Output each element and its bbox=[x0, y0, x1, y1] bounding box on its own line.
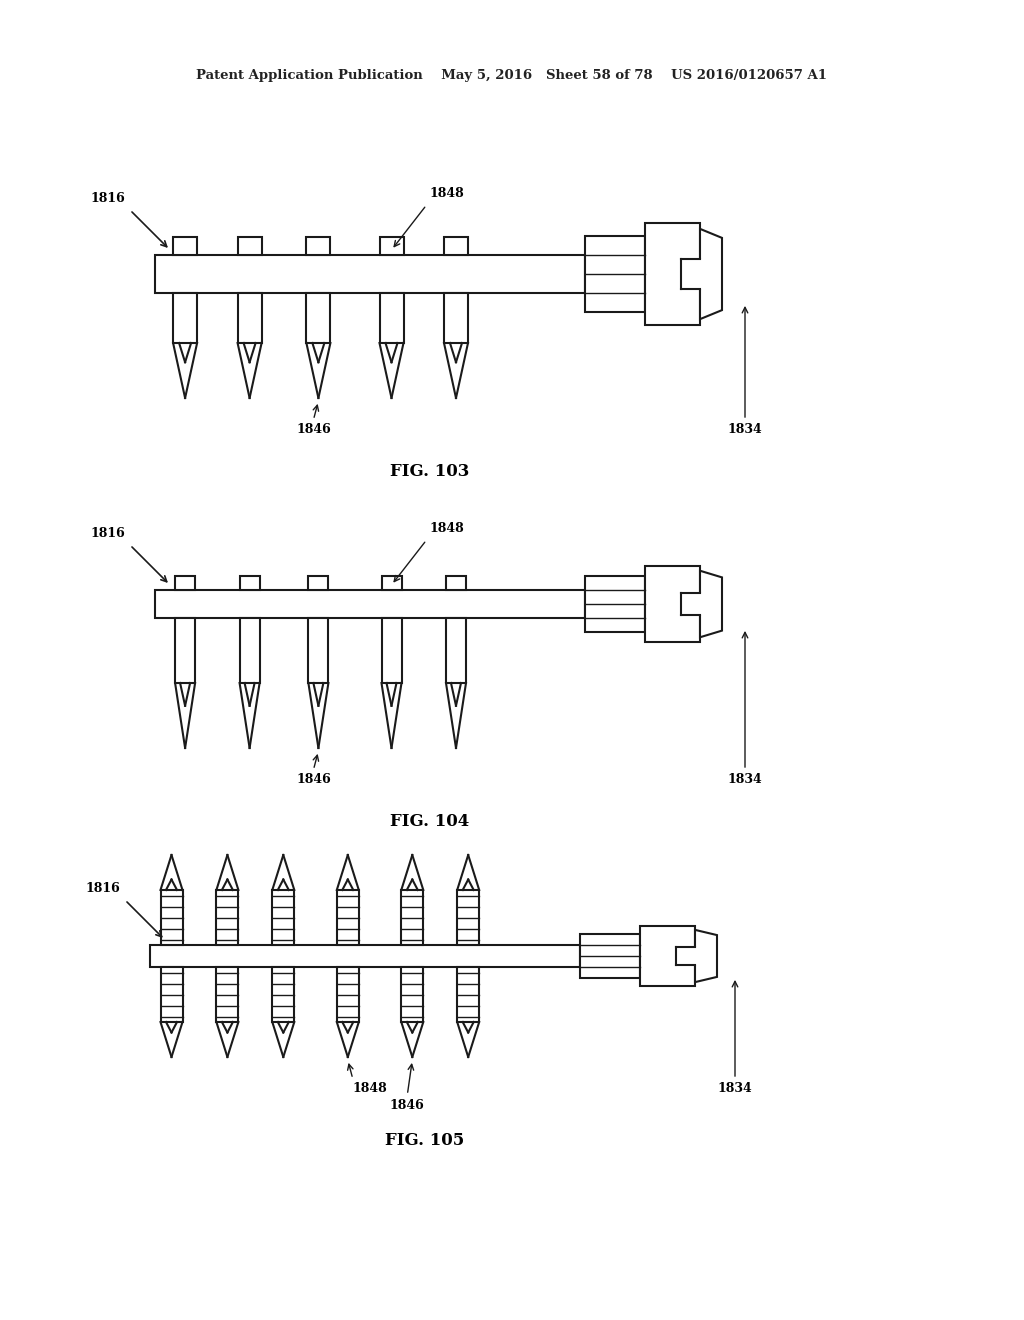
Text: 1834: 1834 bbox=[718, 1082, 753, 1096]
Text: Patent Application Publication    May 5, 2016   Sheet 58 of 78    US 2016/012065: Patent Application Publication May 5, 20… bbox=[197, 69, 827, 82]
Bar bbox=[173, 238, 197, 255]
Text: 1846: 1846 bbox=[296, 422, 331, 436]
Bar bbox=[640, 927, 695, 986]
Bar bbox=[585, 236, 645, 312]
Bar bbox=[337, 968, 358, 1022]
Text: 1846: 1846 bbox=[390, 1100, 425, 1111]
Bar bbox=[240, 576, 260, 590]
Polygon shape bbox=[700, 228, 722, 319]
Bar bbox=[457, 890, 479, 945]
Bar bbox=[645, 223, 700, 325]
Text: FIG. 105: FIG. 105 bbox=[385, 1133, 465, 1148]
Bar bbox=[155, 590, 585, 618]
Text: 1848: 1848 bbox=[353, 1082, 387, 1096]
Bar bbox=[681, 259, 705, 289]
Bar bbox=[175, 618, 196, 682]
Bar bbox=[216, 968, 239, 1022]
Polygon shape bbox=[695, 929, 717, 982]
Bar bbox=[446, 618, 466, 682]
Bar bbox=[173, 293, 197, 343]
Bar bbox=[272, 968, 294, 1022]
Text: 1816: 1816 bbox=[90, 527, 125, 540]
Bar bbox=[645, 566, 700, 642]
Bar bbox=[216, 890, 239, 945]
Bar bbox=[382, 576, 401, 590]
Text: 1848: 1848 bbox=[429, 187, 464, 201]
Bar bbox=[676, 946, 700, 965]
Bar bbox=[457, 968, 479, 1022]
Text: FIG. 104: FIG. 104 bbox=[390, 813, 470, 830]
Bar bbox=[161, 890, 182, 945]
Bar bbox=[238, 238, 261, 255]
Bar bbox=[401, 968, 423, 1022]
Text: 1846: 1846 bbox=[296, 774, 331, 785]
Bar bbox=[272, 890, 294, 945]
Bar bbox=[161, 968, 182, 1022]
Text: 1816: 1816 bbox=[85, 882, 120, 895]
Bar bbox=[444, 293, 468, 343]
Bar bbox=[306, 238, 331, 255]
Bar bbox=[155, 255, 585, 293]
Polygon shape bbox=[700, 570, 722, 638]
Bar bbox=[238, 293, 261, 343]
Text: 1848: 1848 bbox=[429, 521, 464, 535]
Bar bbox=[382, 618, 401, 682]
Bar bbox=[681, 593, 705, 615]
Bar bbox=[446, 576, 466, 590]
Text: FIG. 103: FIG. 103 bbox=[390, 463, 470, 480]
Bar bbox=[380, 293, 403, 343]
Bar bbox=[308, 576, 329, 590]
Bar bbox=[150, 945, 580, 968]
Bar bbox=[175, 576, 196, 590]
Text: 1834: 1834 bbox=[728, 774, 763, 785]
Bar bbox=[240, 618, 260, 682]
Bar bbox=[580, 935, 640, 978]
Bar bbox=[306, 293, 331, 343]
Bar bbox=[380, 238, 403, 255]
Bar bbox=[337, 890, 358, 945]
Bar bbox=[585, 576, 645, 632]
Bar bbox=[401, 890, 423, 945]
Bar bbox=[444, 238, 468, 255]
Text: 1816: 1816 bbox=[90, 191, 125, 205]
Bar bbox=[308, 618, 329, 682]
Text: 1834: 1834 bbox=[728, 422, 763, 436]
